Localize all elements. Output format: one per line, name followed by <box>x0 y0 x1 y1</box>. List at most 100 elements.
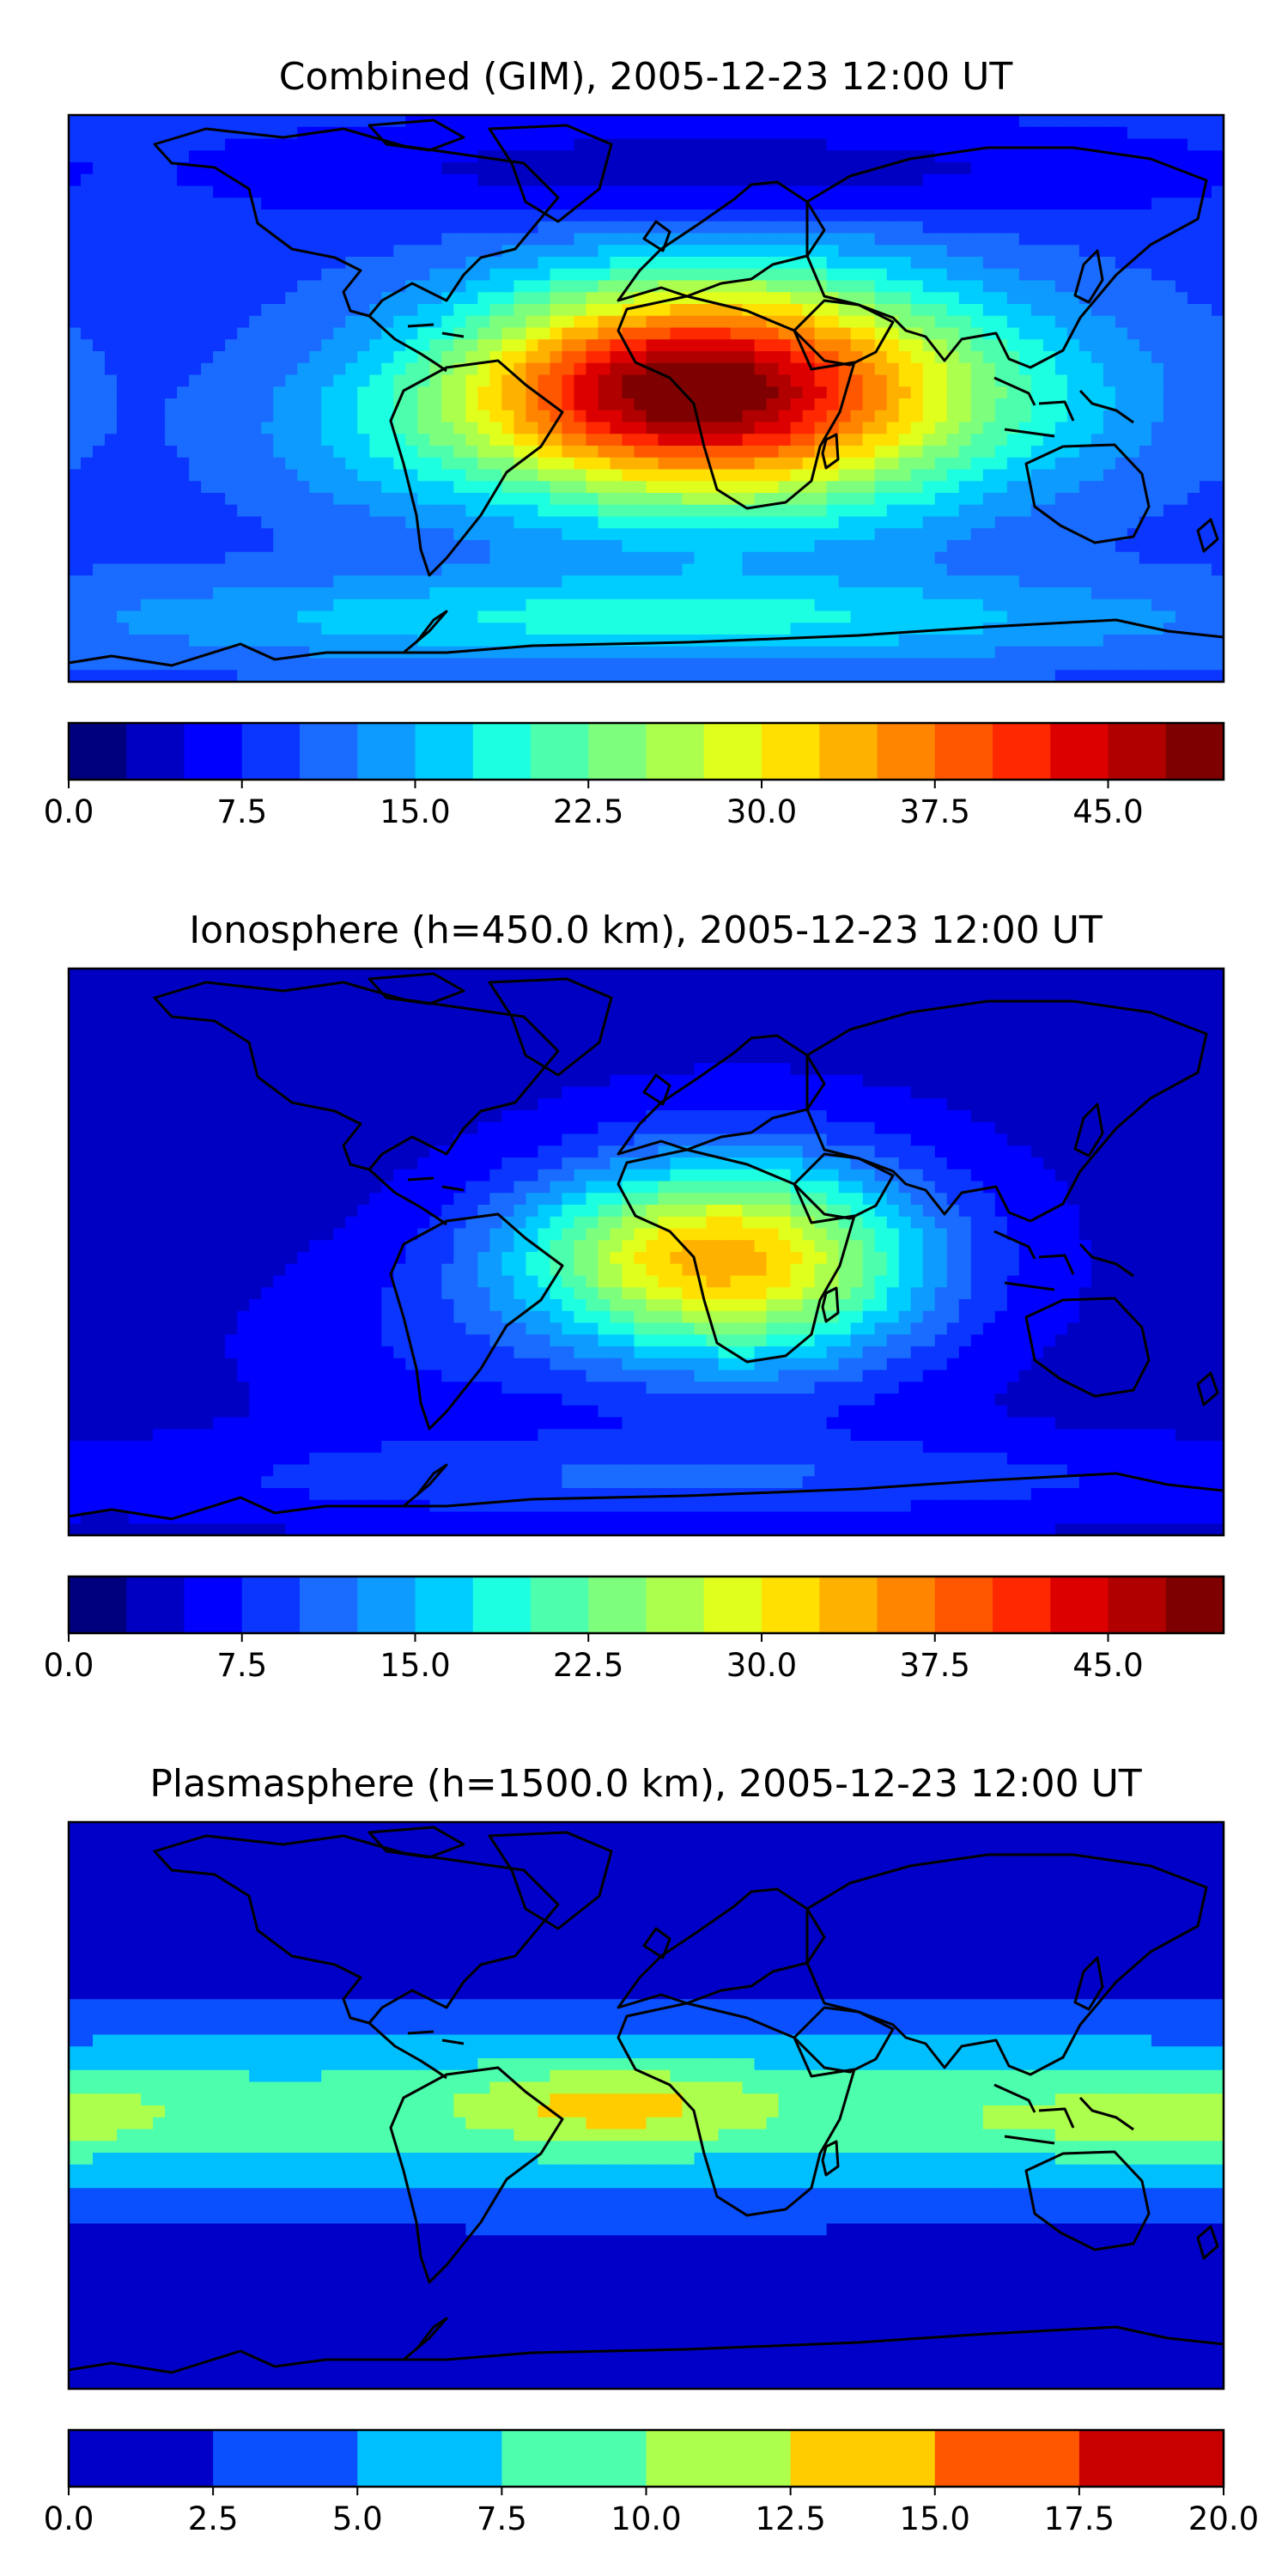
map-cell <box>766 516 780 529</box>
map-cell <box>345 1004 358 1017</box>
map-cell <box>742 386 756 399</box>
map-cell <box>1175 635 1188 647</box>
map-cell <box>81 410 94 423</box>
map-cell <box>994 233 1008 246</box>
map-cell <box>562 434 575 447</box>
map-cell <box>225 658 238 671</box>
map-cell <box>1006 315 1020 329</box>
map-cell <box>165 587 178 600</box>
map-cell <box>838 221 852 234</box>
map-cell <box>694 457 708 471</box>
map-cell <box>261 185 274 198</box>
map-cell <box>1139 422 1152 434</box>
map-cell <box>261 434 274 447</box>
map-cell <box>1127 386 1140 399</box>
map-cell <box>850 150 864 163</box>
map-cell <box>550 197 563 210</box>
map-cell <box>1139 280 1152 293</box>
map-cell <box>934 221 948 234</box>
map-cell <box>69 268 82 282</box>
map-cell <box>550 245 563 258</box>
map-cell <box>1151 670 1164 682</box>
map-cell <box>634 245 647 258</box>
map-cell <box>249 434 262 447</box>
map-cell <box>838 969 852 981</box>
map-cell <box>189 587 202 600</box>
map-cell <box>1066 221 1080 234</box>
map-cell <box>237 493 250 506</box>
map-cell <box>970 623 984 635</box>
map-cell <box>574 257 587 270</box>
map-cell <box>658 481 671 494</box>
map-cell <box>357 1004 370 1017</box>
map-cell <box>646 563 659 576</box>
map-cell <box>646 658 659 671</box>
map-cell <box>513 493 526 506</box>
map-cell <box>1066 233 1080 246</box>
map-cell <box>982 386 996 399</box>
map-cell <box>1103 516 1116 529</box>
map-cell <box>273 528 286 541</box>
map-cell <box>213 635 226 647</box>
map-cell <box>790 646 804 659</box>
map-cell <box>838 434 852 447</box>
map-cell <box>321 280 334 293</box>
map-cell <box>922 646 936 659</box>
map-cell <box>1175 386 1188 399</box>
map-cell <box>898 138 912 151</box>
map-cell <box>1078 351 1092 364</box>
map-cell <box>333 233 346 246</box>
map-cell <box>1163 138 1176 151</box>
map-cell <box>1030 245 1044 258</box>
map-cell <box>69 315 82 329</box>
map-cell <box>369 245 382 258</box>
map-cell <box>646 969 659 981</box>
map-cell <box>610 115 623 128</box>
map-cell <box>441 528 454 541</box>
map-cell <box>453 575 466 588</box>
map-cell <box>538 646 551 659</box>
map-cell <box>117 635 130 647</box>
map-cell <box>1115 292 1128 305</box>
map-cell <box>1127 670 1140 682</box>
map-cell <box>417 150 430 163</box>
map-cell <box>838 623 852 635</box>
map-cell <box>1187 245 1200 258</box>
map-cell <box>1175 446 1188 459</box>
map-cell <box>165 210 178 222</box>
map-cell <box>958 245 972 258</box>
map-cell <box>850 138 864 151</box>
map-cell <box>105 635 118 647</box>
map-cell <box>1042 410 1056 423</box>
map-cell <box>718 469 732 482</box>
map-cell <box>898 115 912 128</box>
map-cell <box>213 516 226 529</box>
map-cell <box>838 327 852 340</box>
map-cell <box>586 446 599 459</box>
map-cell <box>285 969 298 981</box>
map-cell <box>886 493 900 506</box>
map-cell <box>309 185 322 198</box>
map-cell <box>922 126 936 140</box>
map-cell <box>501 173 514 187</box>
map-cell <box>129 268 142 282</box>
map-cell <box>538 587 551 600</box>
map-cell <box>826 257 840 270</box>
map-cell <box>297 138 310 151</box>
map-cell <box>694 563 708 576</box>
map-cell <box>93 598 106 612</box>
map-cell <box>81 446 94 459</box>
map-cell <box>658 162 671 175</box>
map-cell <box>69 292 82 305</box>
map-cell <box>1199 670 1212 682</box>
map-cell <box>285 150 298 163</box>
map-cell <box>297 563 310 576</box>
map-cell <box>465 126 478 140</box>
map-cell <box>958 221 972 234</box>
map-cell <box>658 304 671 317</box>
map-cell <box>574 575 587 588</box>
map-cell <box>598 197 611 210</box>
map-cell <box>646 611 659 623</box>
map-cell <box>285 598 298 612</box>
map-cell <box>766 292 780 305</box>
